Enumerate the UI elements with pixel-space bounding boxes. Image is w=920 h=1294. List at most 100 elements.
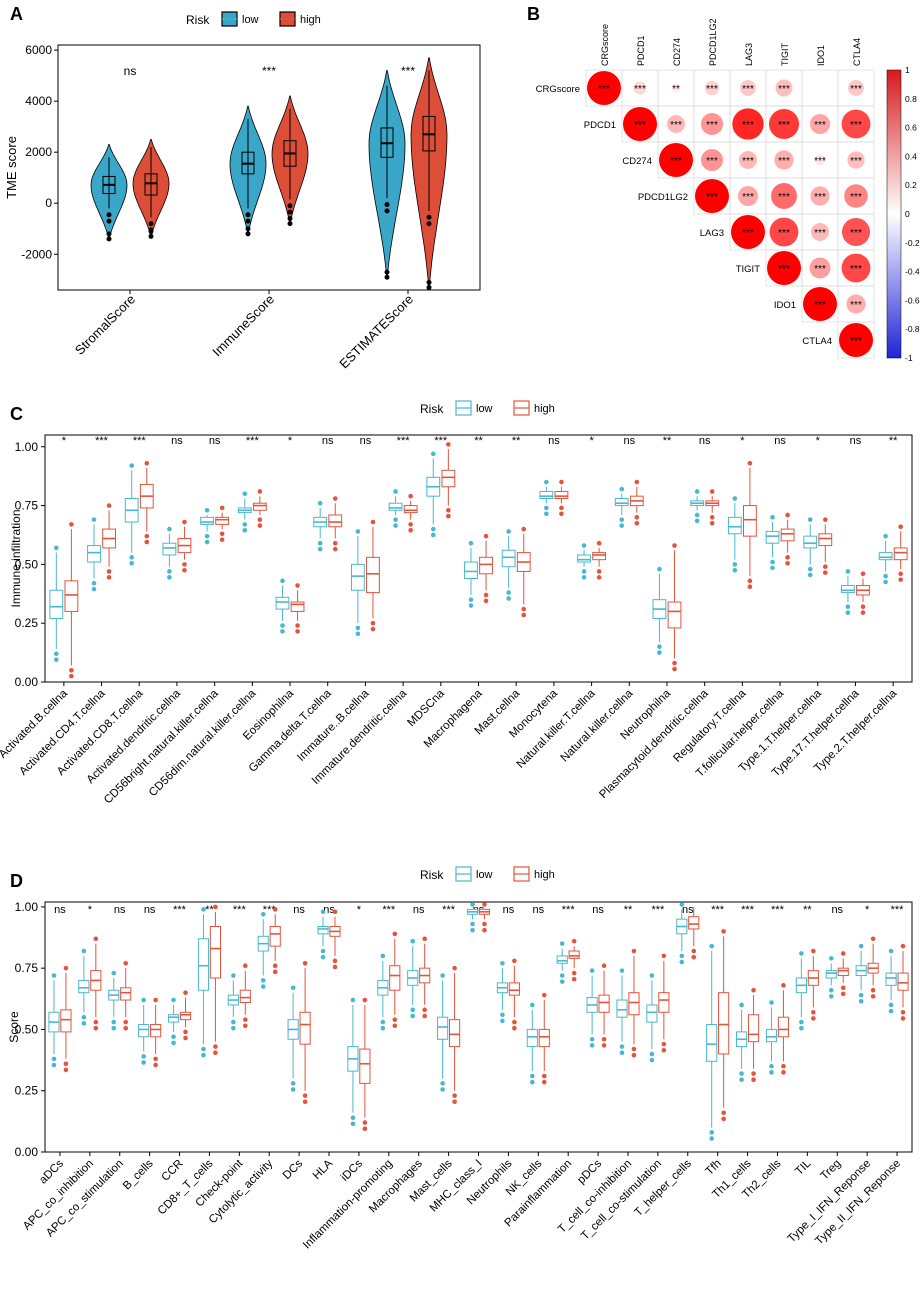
panel-a-legend: Risk low high — [186, 11, 321, 27]
significance-label: * — [357, 904, 362, 916]
box-low-T.follicular.helper.cellna — [765, 515, 780, 571]
outlier-point — [679, 953, 685, 959]
y-tick-label: 1.00 — [15, 900, 39, 914]
outlier-point — [619, 1050, 625, 1056]
panel-d-legend: Risk low high — [420, 866, 555, 882]
significance-label: *** — [263, 904, 277, 916]
outlier-point — [204, 539, 210, 545]
outlier-point — [302, 960, 308, 966]
outlier-point — [559, 511, 564, 517]
corr-circle-CRGscore-CD274 — [671, 83, 681, 93]
box-body — [403, 505, 418, 514]
outlier-point — [332, 496, 338, 501]
outlier-point — [287, 209, 293, 215]
outlier-point — [141, 997, 146, 1003]
box-low-Monocytena — [539, 479, 554, 517]
significance-label: *** — [133, 435, 147, 447]
significance-label: ** — [205, 904, 214, 916]
box-body — [501, 549, 516, 568]
legend-label-high: high — [300, 14, 321, 26]
outlier-point — [93, 1019, 99, 1025]
outlier-point — [182, 519, 187, 525]
box-high-T_cell_co-inhibition — [628, 948, 640, 1058]
box-high-Activated.B.cellna — [64, 522, 79, 679]
outlier-point — [470, 927, 475, 933]
outlier-point — [242, 522, 248, 527]
outlier-point — [506, 590, 511, 595]
box-low-Mast.cellna — [501, 529, 516, 601]
outlier-point — [770, 565, 775, 571]
outlier-point — [898, 571, 903, 577]
significance-label: ** — [663, 435, 672, 447]
corr-significance: *** — [814, 120, 826, 131]
outlier-point — [129, 555, 134, 560]
legend-title: Risk — [186, 13, 210, 27]
outlier-point — [350, 1115, 356, 1120]
significance-label: ns — [592, 904, 604, 916]
outlier-point — [571, 938, 577, 944]
box-high-Cytolytic_activity — [269, 907, 281, 975]
outlier-point — [631, 1052, 637, 1058]
outlier-point — [691, 948, 697, 954]
box-body — [646, 1004, 658, 1023]
outlier-point — [167, 575, 172, 580]
outlier-point — [858, 992, 864, 998]
corr-significance: *** — [742, 120, 754, 131]
box-high-Macrophagena — [479, 533, 493, 604]
y-tick-label: 0.75 — [15, 961, 39, 975]
significance-label: ns — [144, 904, 156, 916]
outlier-point — [51, 1062, 57, 1068]
outlier-point — [721, 1110, 726, 1116]
corr-significance: *** — [778, 192, 790, 203]
box-body — [897, 972, 909, 991]
box-body — [388, 502, 403, 511]
outlier-point — [272, 907, 278, 912]
outlier-point — [320, 948, 326, 954]
outlier-point — [446, 513, 451, 519]
outlier-point — [167, 569, 172, 574]
outlier-point — [332, 540, 338, 546]
outlier-point — [171, 997, 176, 1003]
colorbar-tick-label: -0.6 — [905, 295, 920, 305]
outlier-point — [559, 479, 564, 485]
outlier-point — [295, 623, 300, 628]
col-label-CD274: CD274 — [672, 38, 682, 66]
corr-circle-CD274-CD274 — [659, 143, 693, 177]
outlier-point — [581, 575, 587, 580]
corr-significance: *** — [814, 228, 826, 239]
outlier-point — [231, 1019, 236, 1025]
box-high-Natural.killer.T.cellna — [592, 540, 607, 580]
box-low-Activated.B.cellna — [49, 545, 64, 662]
x-tick-label: TIL — [793, 1157, 814, 1178]
box-low-aDCs — [48, 973, 60, 1068]
outlier-point — [709, 515, 715, 520]
col-label-CTLA4: CTLA4 — [852, 38, 862, 66]
outlier-point — [860, 604, 866, 610]
outlier-point — [888, 1008, 894, 1014]
significance-label: ** — [474, 435, 483, 447]
outlier-point — [93, 1025, 99, 1031]
outlier-point — [242, 527, 248, 533]
panel-b-plot: CRGscore PDCD1 CD274 PDCD1LG2 LAG3 TIGIT IDO1 C… — [536, 18, 920, 363]
outlier-point — [828, 956, 834, 961]
corr-circle-PDCD1-CD274 — [667, 115, 685, 133]
box-high-MHC_class_I — [478, 902, 491, 933]
outlier-point — [69, 673, 74, 679]
outlier-point — [91, 517, 97, 522]
outlier-point — [430, 532, 436, 538]
panel-label-c: C — [10, 404, 23, 424]
box-body — [765, 530, 780, 544]
outlier-point — [426, 279, 432, 285]
outlier-point — [619, 523, 625, 528]
outlier-point — [257, 517, 263, 522]
outlier-point — [81, 1014, 87, 1020]
box-body — [49, 589, 64, 619]
outlier-point — [900, 1016, 906, 1021]
outlier-point — [589, 1036, 595, 1042]
box-low-CD8+_T_cells — [197, 907, 210, 1058]
corr-significance: *** — [634, 120, 646, 131]
outlier-point — [751, 987, 756, 993]
outlier-point — [858, 998, 864, 1004]
box-low-T_helper_cells — [676, 902, 688, 965]
significance-label: ns — [503, 904, 515, 916]
